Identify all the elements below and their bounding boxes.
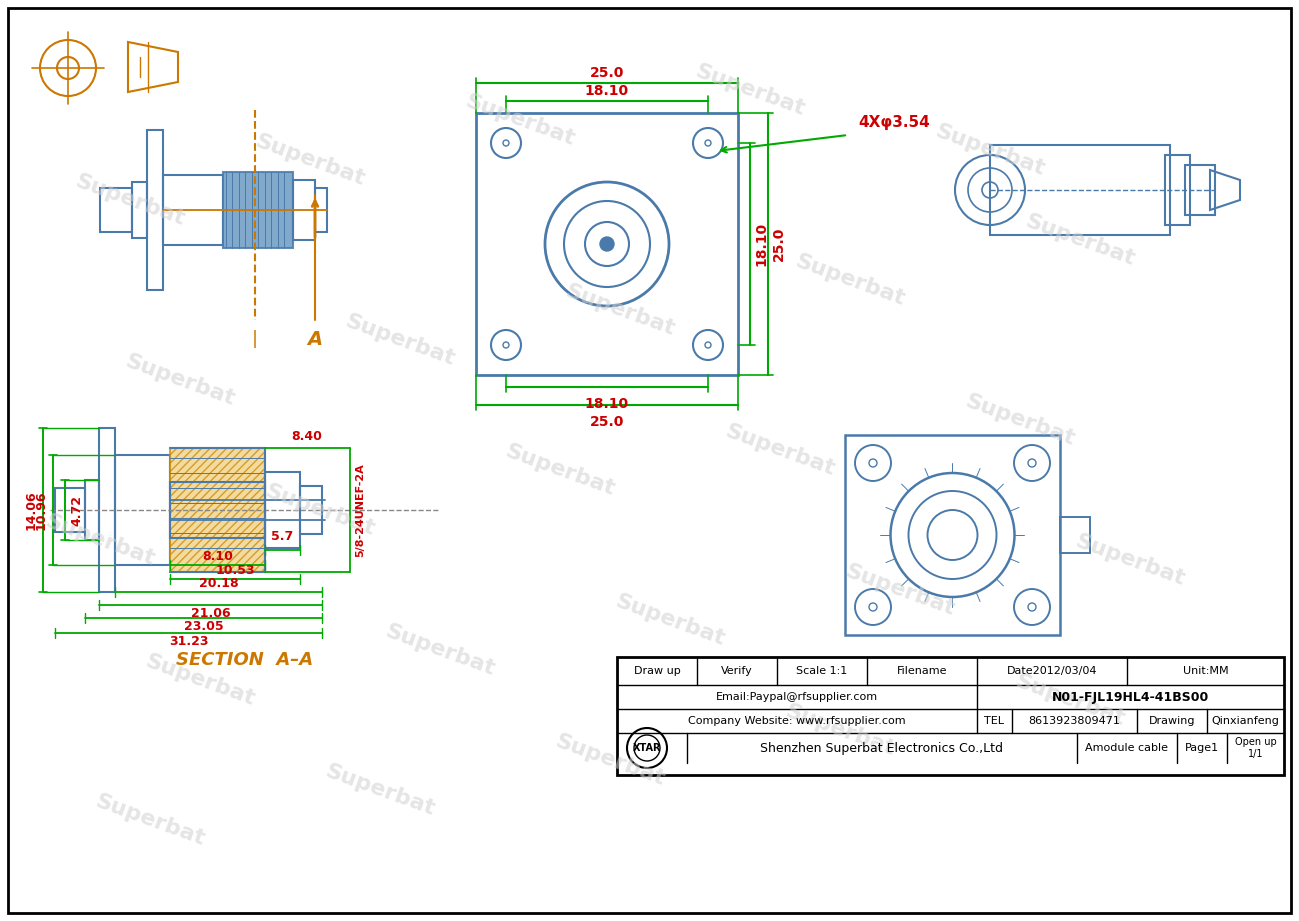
Text: Superbat: Superbat (382, 621, 498, 679)
Bar (265, 472, 300, 548)
Bar (132, 182, 147, 238)
Text: 25.0: 25.0 (590, 415, 625, 429)
Bar (475, 113, 738, 375)
Text: 18.10: 18.10 (585, 84, 629, 98)
Text: Page1: Page1 (1185, 743, 1218, 753)
Text: 20.18: 20.18 (199, 577, 238, 590)
Bar (147, 130, 162, 290)
Text: Superbat: Superbat (1073, 530, 1187, 589)
Bar (1165, 155, 1190, 225)
Bar (846, 435, 1060, 635)
Text: Superbat: Superbat (963, 391, 1078, 449)
Bar (170, 482, 265, 538)
Text: Superbat: Superbat (343, 311, 457, 369)
Text: 8613923809471: 8613923809471 (1029, 716, 1121, 726)
Text: 10.53: 10.53 (216, 564, 255, 577)
Text: N01-FJL19HL4-41BS00: N01-FJL19HL4-41BS00 (1052, 691, 1209, 704)
Text: Superbat: Superbat (122, 351, 238, 409)
Text: XTAR: XTAR (633, 743, 661, 753)
Text: 14.06: 14.06 (25, 490, 38, 530)
Bar (617, 657, 1283, 775)
Bar (1060, 517, 1090, 553)
Text: Company Website: www.rfsupplier.com: Company Website: www.rfsupplier.com (688, 716, 905, 726)
Text: Drawing: Drawing (1148, 716, 1195, 726)
Bar (223, 172, 294, 248)
Text: Amodule cable: Amodule cable (1086, 743, 1169, 753)
Text: Superbat: Superbat (462, 91, 578, 149)
Bar (1185, 165, 1215, 215)
Text: Unit:MM: Unit:MM (1182, 666, 1229, 676)
Text: Superbat: Superbat (842, 561, 957, 619)
Text: Verify: Verify (721, 666, 753, 676)
Text: Superbat: Superbat (262, 481, 378, 539)
Text: Superbat: Superbat (503, 441, 617, 499)
Text: Superbat: Superbat (322, 761, 438, 819)
Text: 31.23: 31.23 (169, 635, 208, 648)
Text: Date2012/03/04: Date2012/03/04 (1007, 666, 1098, 676)
Text: 18.10: 18.10 (585, 397, 629, 411)
Bar (84, 480, 99, 540)
Text: 10.96: 10.96 (35, 490, 48, 530)
Bar (99, 428, 116, 592)
Bar (314, 188, 327, 232)
Text: 4Xφ3.54: 4Xφ3.54 (859, 115, 930, 131)
Text: Superbat: Superbat (562, 281, 678, 339)
Bar (170, 500, 300, 520)
Bar (162, 175, 223, 245)
Bar (300, 486, 322, 534)
Circle shape (600, 237, 614, 251)
Text: Shenzhen Superbat Electronics Co.,Ltd: Shenzhen Superbat Electronics Co.,Ltd (760, 741, 1004, 754)
Text: Superbat: Superbat (1022, 211, 1138, 269)
Text: 23.05: 23.05 (183, 620, 223, 633)
Text: Superbat: Superbat (692, 61, 808, 119)
Text: Open up
1/1: Open up 1/1 (1234, 737, 1277, 759)
Text: 25.0: 25.0 (590, 66, 625, 80)
Bar (100, 188, 132, 232)
Text: Superbat: Superbat (552, 731, 668, 789)
Text: Superbat: Superbat (143, 651, 257, 709)
Text: |: | (252, 330, 259, 348)
Text: Superbat: Superbat (73, 171, 187, 229)
Bar (990, 145, 1170, 235)
Text: 25.0: 25.0 (772, 227, 786, 262)
Text: Email:Paypal@rfsupplier.com: Email:Paypal@rfsupplier.com (716, 692, 878, 702)
Text: Qinxianfeng: Qinxianfeng (1212, 716, 1280, 726)
Bar (55, 488, 84, 532)
Text: Superbat: Superbat (43, 511, 157, 569)
Text: 8.10: 8.10 (203, 550, 233, 563)
Text: Superbat: Superbat (1012, 670, 1128, 729)
Bar (116, 455, 170, 565)
Text: Draw up: Draw up (634, 666, 681, 676)
Text: 5.7: 5.7 (271, 530, 294, 543)
Text: Superbat: Superbat (722, 421, 838, 479)
Text: 5/8-24UNEF-2A: 5/8-24UNEF-2A (355, 463, 365, 557)
Text: Superbat: Superbat (782, 701, 898, 759)
Text: Superbat: Superbat (92, 791, 208, 849)
Text: Superbat: Superbat (252, 131, 368, 189)
Bar (170, 448, 265, 572)
Text: 8.40: 8.40 (291, 430, 322, 443)
Text: Scale 1:1: Scale 1:1 (796, 666, 848, 676)
Text: TEL: TEL (985, 716, 1004, 726)
Text: Filename: Filename (896, 666, 947, 676)
Text: A: A (308, 330, 322, 349)
Text: 18.10: 18.10 (753, 222, 768, 266)
Bar (294, 180, 314, 240)
Text: Superbat: Superbat (612, 591, 727, 649)
Text: 21.06: 21.06 (191, 607, 230, 620)
Text: Superbat: Superbat (792, 251, 908, 309)
Text: Superbat: Superbat (933, 121, 1047, 179)
Text: 4.72: 4.72 (70, 495, 83, 526)
Text: SECTION  A–A: SECTION A–A (177, 651, 313, 669)
